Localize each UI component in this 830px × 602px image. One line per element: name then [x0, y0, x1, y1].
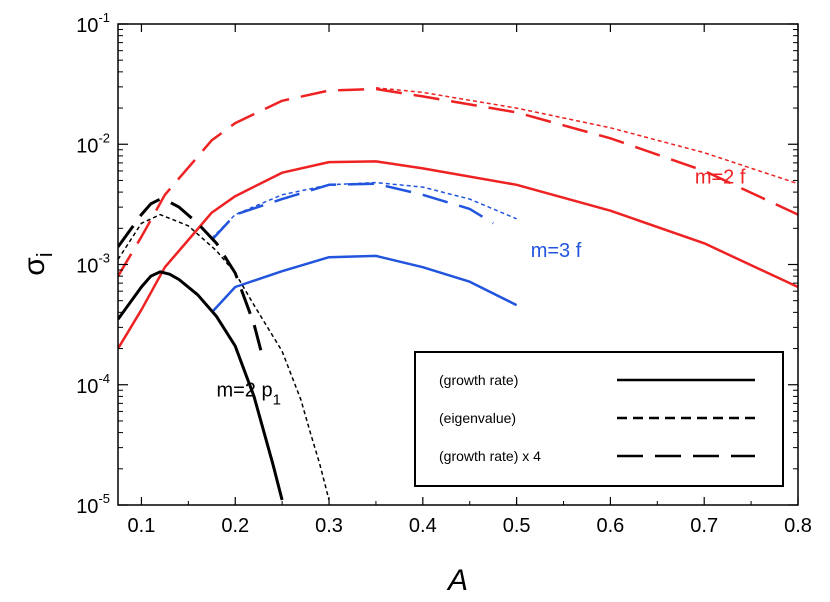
labels-layer: Aσi	[18, 252, 468, 597]
series-line-3	[210, 254, 518, 314]
series-line-5	[210, 182, 494, 241]
x-tick-label: 0.5	[503, 515, 531, 537]
x-tick-label: 0.6	[597, 515, 625, 537]
x-tick-label: 0.8	[784, 515, 812, 537]
ticks-layer: 0.1 0.2 0.3 0.4 0.5 0.6 0.7 0.8 10-5 10-4 10-3 10-2…	[76, 10, 812, 537]
y-axis-label: σi	[18, 252, 57, 275]
legend-label-0: (growth rate)	[439, 372, 518, 388]
series-line-7	[118, 213, 330, 501]
annotation-2: m=2 p1	[216, 379, 281, 408]
series-line-8	[118, 197, 265, 361]
legend-label-1: (eigenvalue)	[439, 410, 516, 426]
x-tick-label: 0.1	[128, 515, 156, 537]
x-tick-label: 0.7	[690, 515, 718, 537]
annotation-1: m=3 f	[531, 240, 582, 262]
y-tick-label: 10-2	[76, 130, 110, 157]
series-line-6	[118, 270, 284, 501]
y-tick-label: 10-5	[76, 491, 110, 518]
series-line-2	[118, 87, 798, 277]
legend-label-2: (growth rate) x 4	[439, 448, 541, 464]
series-line-1	[375, 87, 798, 185]
y-tick-label: 10-4	[76, 371, 110, 398]
annotations-layer: m=2 f m=3 f m=2 p1	[216, 167, 745, 409]
y-tick-label: 10-3	[76, 251, 110, 278]
series-layer	[118, 87, 798, 501]
x-tick-label: 0.4	[409, 515, 437, 537]
x-tick-label: 0.2	[221, 515, 249, 537]
annotation-0: m=2 f	[695, 167, 746, 189]
y-tick-label: 10-1	[76, 10, 110, 37]
x-tick-label: 0.3	[315, 515, 343, 537]
x-axis-label: A	[446, 564, 468, 597]
series-line-0	[118, 160, 798, 350]
legend: (growth rate) (eigenvalue) (growth rate) x…	[414, 351, 784, 487]
